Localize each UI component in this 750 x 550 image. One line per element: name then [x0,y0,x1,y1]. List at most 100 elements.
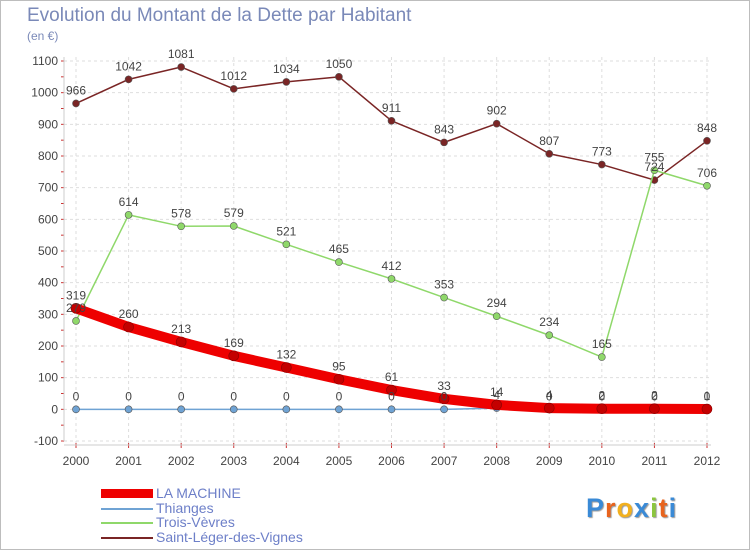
legend-label: Trois-Vèvres [156,514,235,530]
x-tick-label: 2010 [588,454,615,468]
data-label-thianges: 0 [441,389,448,403]
data-label-saint-leger-des-vignes: 1050 [326,57,353,71]
data-label-trois-vevres: 578 [171,206,191,220]
data-point-thianges [177,405,185,414]
data-label-saint-leger-des-vignes: 911 [382,101,401,115]
data-label-saint-leger-des-vignes: 902 [487,104,507,118]
data-point-la-machine [123,321,134,333]
data-label-trois-vevres: 755 [644,150,664,164]
x-tick-label: 2000 [63,454,90,468]
data-point-trois-vevres [440,293,448,302]
data-label-thianges: 0 [598,389,605,403]
data-point-la-machine [70,303,82,314]
data-point-thianges [282,405,291,414]
data-label-trois-vevres: 294 [487,296,507,310]
data-point-thianges [124,405,133,414]
legend-swatch [101,507,153,510]
data-label-thianges: 0 [178,389,185,403]
data-point-la-machine [281,362,292,373]
data-point-saint-leger-des-vignes [72,99,80,108]
data-label-trois-vevres: 234 [539,315,559,329]
x-tick-label: 2009 [536,454,563,468]
data-label-thianges: 0 [230,389,237,403]
data-label-trois-vevres: 614 [119,195,139,209]
x-tick-label: 2012 [694,454,721,468]
y-tick-label: 200 [38,339,58,353]
data-point-trois-vevres [492,312,501,321]
data-label-thianges: 0 [546,389,553,403]
data-point-trois-vevres [177,222,185,231]
data-point-thianges [229,405,238,414]
data-point-saint-leger-des-vignes [282,78,291,86]
data-point-trois-vevres [545,331,554,340]
data-point-trois-vevres [335,258,343,266]
data-label-saint-leger-des-vignes: 1012 [220,69,247,83]
data-label-trois-vevres: 465 [329,242,349,256]
x-tick-label: 2008 [483,454,510,468]
data-point-la-machine [386,384,397,396]
data-point-la-machine [228,350,240,362]
data-point-la-machine [175,336,187,348]
data-point-la-machine [543,402,555,414]
data-point-la-machine [438,393,450,405]
data-label-la-machine: 260 [119,307,139,321]
data-label-la-machine: 33 [437,379,451,393]
data-point-trois-vevres [650,166,659,175]
chart-unit: (en €) [27,29,59,43]
data-label-saint-leger-des-vignes: 1081 [168,47,195,61]
x-tick-label: 2005 [326,454,353,468]
x-tick-label: 2004 [273,454,300,468]
data-point-trois-vevres [703,181,711,190]
data-label-thianges: 0 [336,389,343,403]
y-tick-label: 0 [51,402,58,416]
data-point-saint-leger-des-vignes [545,149,554,158]
y-tick-label: -100 [34,434,58,448]
data-label-thianges: 0 [125,389,132,403]
y-tick-label: 600 [38,212,58,226]
proxiti-logo: Proxiti [586,493,678,523]
data-point-thianges [335,405,343,414]
data-label-la-machine: 132 [276,348,296,362]
x-tick-label: 2007 [431,454,458,468]
data-label-saint-leger-des-vignes: 807 [539,134,559,148]
data-label-trois-vevres: 353 [434,278,454,292]
legend-swatch [101,536,153,539]
x-tick-label: 2001 [115,454,142,468]
y-tick-label: 1000 [31,86,58,100]
data-label-saint-leger-des-vignes: 1034 [273,62,300,76]
data-point-trois-vevres [387,275,396,283]
data-label-thianges: 0 [283,389,290,403]
data-label-thianges: 0 [388,389,395,403]
data-point-la-machine [491,399,502,411]
data-label-la-machine: 2 [651,389,658,403]
data-point-la-machine [701,403,713,415]
data-label-thianges: 4 [493,388,500,402]
data-label-la-machine: 319 [66,288,86,302]
data-label-trois-vevres: 706 [697,166,717,180]
data-point-la-machine [596,403,608,415]
data-point-saint-leger-des-vignes [703,137,711,145]
data-point-trois-vevres [598,353,606,361]
data-point-saint-leger-des-vignes [440,138,448,147]
y-tick-label: 1100 [32,54,58,68]
y-tick-label: 900 [38,117,58,131]
data-label-trois-vevres: 279 [66,301,86,315]
data-label-la-machine: 169 [224,336,244,350]
data-label-la-machine: 95 [332,359,346,373]
legend-swatch [101,489,153,498]
data-point-la-machine [333,373,345,385]
data-point-thianges [440,405,448,414]
data-label-la-machine: 213 [171,322,191,336]
data-point-la-machine [649,403,660,415]
data-point-saint-leger-des-vignes [177,63,185,71]
x-tick-label: 2011 [642,454,668,468]
data-label-la-machine: 4 [546,388,553,402]
data-label-trois-vevres: 579 [224,206,244,220]
y-tick-label: 700 [38,181,58,195]
y-tick-label: 100 [38,371,58,385]
y-tick-label: 400 [38,276,58,290]
legend-label: Thianges [156,499,214,516]
data-label-saint-leger-des-vignes: 848 [697,121,717,135]
data-label-thianges: 0 [73,389,80,403]
